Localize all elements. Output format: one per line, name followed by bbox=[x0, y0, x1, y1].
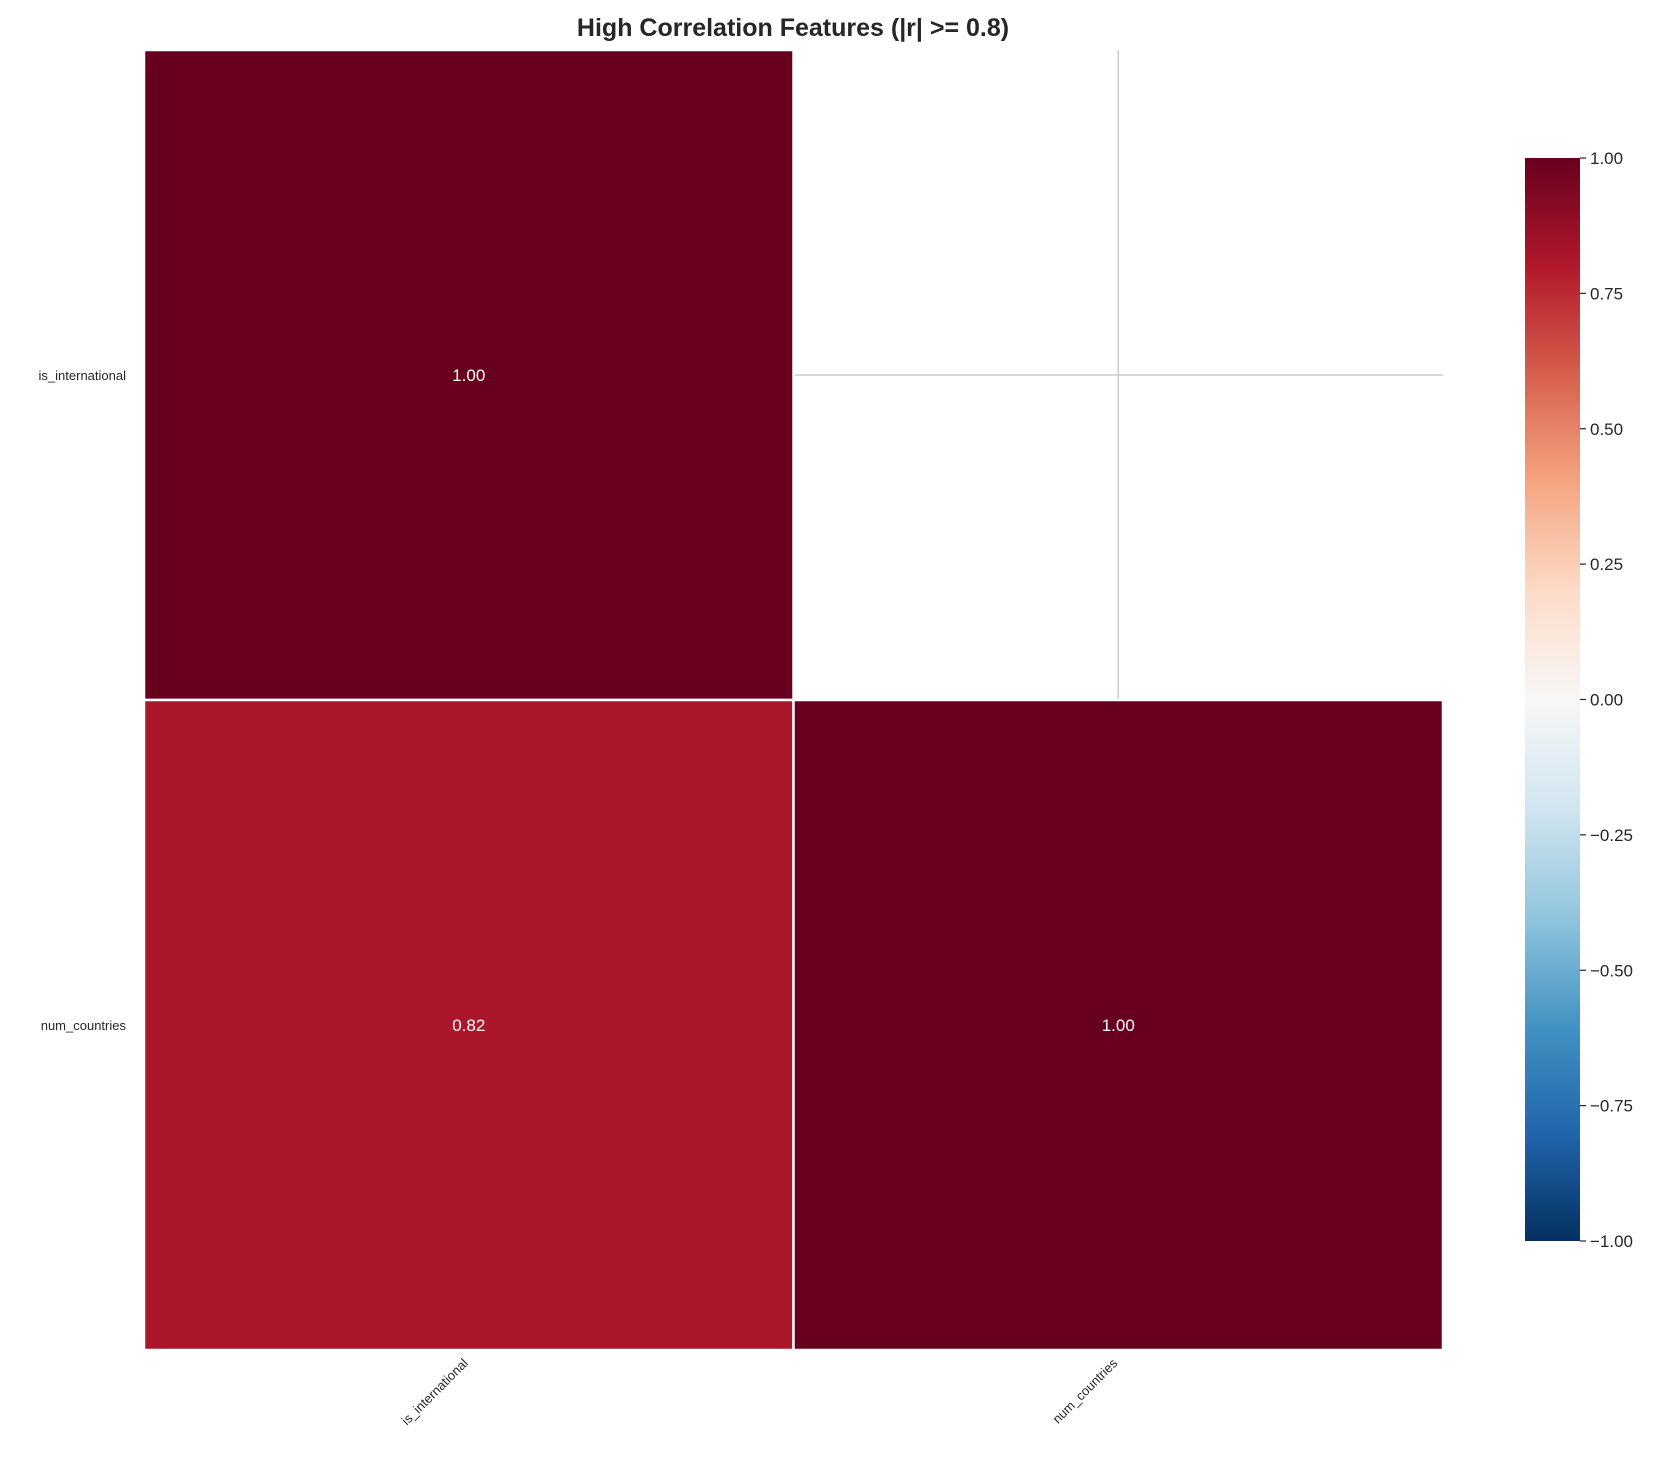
colorbar-tick-label: −0.25 bbox=[1590, 826, 1633, 845]
colorbar-tick-label: 0.75 bbox=[1590, 284, 1623, 303]
heatmap-cell bbox=[792, 698, 1445, 1352]
cell-annotation: 1.00 bbox=[452, 366, 485, 385]
y-tick-label: num_countries bbox=[41, 1018, 127, 1033]
colorbar-tick-label: 0.50 bbox=[1590, 420, 1623, 439]
chart-title: High Correlation Features (|r| >= 0.8) bbox=[577, 14, 1009, 42]
colorbar-tick-label: −0.75 bbox=[1590, 1097, 1633, 1116]
cell-annotation: 1.00 bbox=[1102, 1016, 1135, 1035]
heatmap-cells: 1.00 0.82 1.00 bbox=[142, 48, 1445, 1352]
x-axis-labels: is_international num_countries bbox=[398, 1355, 1120, 1428]
colorbar bbox=[1525, 158, 1580, 1241]
heatmap-cell bbox=[142, 48, 795, 702]
colorbar-tick-label: 0.25 bbox=[1590, 555, 1623, 574]
x-tick-label: num_countries bbox=[1049, 1355, 1120, 1426]
x-tick-label: is_international bbox=[398, 1355, 471, 1428]
colorbar-tick-label: −0.50 bbox=[1590, 961, 1633, 980]
colorbar-tick-label: −1.00 bbox=[1590, 1232, 1633, 1251]
cell-annotation: 0.82 bbox=[452, 1016, 485, 1035]
colorbar-tick-label: 0.00 bbox=[1590, 691, 1623, 710]
colorbar-tick-label: 1.00 bbox=[1590, 149, 1623, 168]
colorbar-ticks: 1.00 0.75 0.50 0.25 0.00 −0.25 −0.50 −0.75 −1.00 bbox=[1580, 149, 1633, 1251]
y-tick-label: is_international bbox=[39, 368, 127, 383]
heatmap-cell bbox=[142, 698, 795, 1352]
y-axis-labels: is_international num_countries bbox=[39, 368, 127, 1033]
